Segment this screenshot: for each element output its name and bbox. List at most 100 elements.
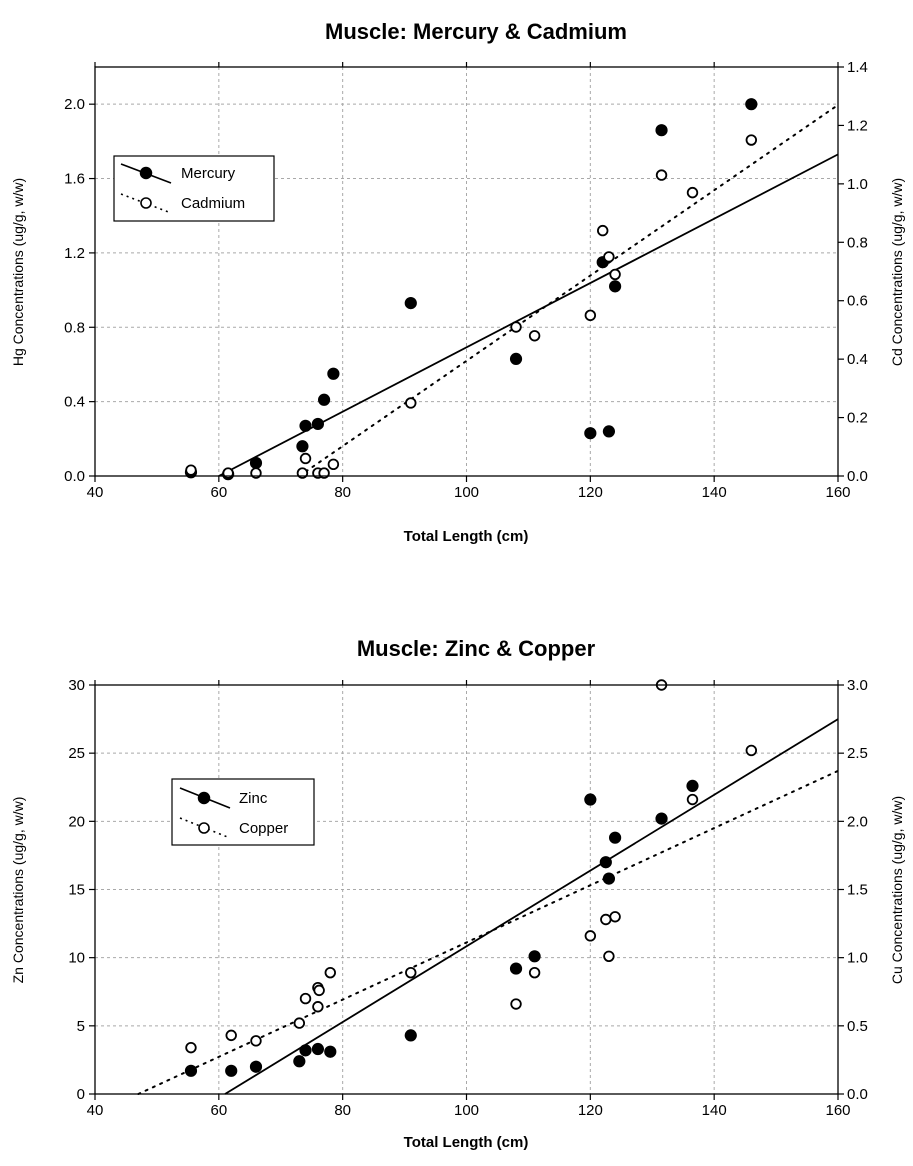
y-tick-label: 15 — [68, 882, 85, 899]
mercury-point — [317, 393, 331, 406]
mercury-point — [602, 425, 616, 438]
cadmium-trend-line — [298, 103, 839, 477]
legend-zinc-marker — [197, 791, 211, 805]
mercury-point — [249, 456, 263, 470]
zinc-point — [686, 779, 699, 792]
chart2-x-ticks: 40 60 80 100 120 140 160 — [87, 680, 851, 1119]
zinc-point — [293, 1055, 306, 1068]
x-tick-label: 160 — [825, 484, 850, 501]
zinc-point — [225, 1064, 238, 1077]
x-tick-label: 140 — [702, 484, 727, 501]
chart-zinc-copper: Muscle: Zinc & Copper 40 60 80 100 120 140 160… — [10, 636, 905, 1151]
zinc-point — [599, 856, 612, 869]
copper-point — [600, 913, 612, 926]
y2-tick-label: 2.5 — [847, 745, 868, 762]
y2-tick-label: 0.4 — [847, 351, 868, 368]
copper-point — [603, 950, 615, 963]
mercury-point — [327, 367, 340, 380]
copper-point — [225, 1029, 237, 1042]
y-tick-label: 1.6 — [64, 171, 85, 188]
y2-tick-label: 0.6 — [847, 293, 868, 310]
x-tick-label: 40 — [87, 1102, 104, 1119]
chart2-series — [137, 679, 839, 1095]
mercury-point — [311, 417, 324, 431]
cadmium-point — [299, 452, 312, 465]
zinc-point — [299, 1044, 312, 1057]
y2-tick-label: 1.4 — [847, 59, 868, 76]
chart2-y-ticks: 0 5 10 15 20 25 30 — [68, 677, 95, 1103]
y2-tick-label: 0.0 — [847, 468, 868, 485]
chart2-y2-ticks: 0.0 0.5 1.0 1.5 2.0 2.5 3.0 — [838, 677, 868, 1103]
cadmium-point — [655, 169, 668, 181]
y-tick-label: 20 — [68, 813, 85, 830]
y-tick-label: 0 — [77, 1086, 85, 1103]
mercury-point — [655, 124, 668, 137]
mercury-point — [608, 280, 622, 293]
chart1-x-ticks: 40 60 80 100 120 140 160 — [87, 62, 851, 501]
copper-point — [528, 966, 541, 979]
cadmium-point — [405, 397, 417, 409]
zinc-point — [584, 793, 597, 806]
legend-mercury-marker — [139, 166, 153, 180]
chart1-legend-box — [113, 155, 275, 222]
chart2-y-label: Zn Concentrations (ug/g, w/w) — [10, 797, 26, 984]
y2-tick-label: 1.5 — [847, 882, 868, 899]
x-tick-label: 60 — [210, 484, 227, 501]
zinc-point — [184, 1064, 198, 1077]
x-tick-label: 60 — [210, 1102, 227, 1119]
copper-point — [313, 984, 325, 997]
zinc-point — [311, 1042, 324, 1056]
copper-point — [185, 1041, 197, 1054]
zinc-trend-line — [224, 718, 839, 1095]
y2-tick-label: 0.5 — [847, 1018, 868, 1035]
copper-point — [250, 1035, 262, 1047]
y2-tick-label: 0.2 — [847, 410, 868, 427]
mercury-point — [584, 427, 597, 440]
legend-copper-marker — [198, 822, 210, 834]
legend-cadmium-marker — [140, 197, 152, 209]
chart1-series — [184, 98, 839, 481]
chart1-y2-label: Cd Concentrations (ug/g, w/w) — [889, 178, 905, 366]
zinc-point — [608, 831, 622, 844]
cadmium-point — [584, 309, 597, 322]
x-tick-label: 160 — [825, 1102, 850, 1119]
y-tick-label: 30 — [68, 677, 85, 694]
cadmium-point — [528, 330, 541, 342]
cadmium-point — [609, 268, 621, 281]
x-tick-label: 100 — [454, 1102, 479, 1119]
copper-point — [405, 966, 417, 979]
mercury-point — [509, 352, 523, 365]
zinc-point — [324, 1045, 337, 1058]
chart1-y-label: Hg Concentrations (ug/g, w/w) — [10, 178, 26, 366]
y2-tick-label: 1.2 — [847, 117, 868, 134]
chart2-title: Muscle: Zinc & Copper — [357, 636, 596, 661]
x-tick-label: 120 — [578, 1102, 603, 1119]
y2-tick-label: 0.0 — [847, 1086, 868, 1103]
copper-point — [510, 998, 522, 1010]
chart1-y-ticks: 0.0 0.4 0.8 1.2 1.6 2.0 — [64, 96, 95, 485]
x-tick-label: 80 — [334, 1102, 351, 1119]
copper-point — [324, 966, 336, 979]
chart2-x-label: Total Length (cm) — [404, 1134, 529, 1151]
mercury-trend-line — [218, 153, 839, 477]
legend-zinc-label: Zinc — [239, 790, 268, 807]
chart1-legend: Mercury Cadmium — [113, 155, 275, 222]
legend-cadmium-label: Cadmium — [181, 195, 245, 212]
cadmium-point — [327, 458, 340, 471]
cadmium-point — [686, 186, 699, 199]
mercury-point — [745, 98, 758, 111]
y2-tick-label: 3.0 — [847, 677, 868, 694]
zinc-point — [249, 1060, 263, 1073]
y-tick-label: 0.4 — [64, 394, 85, 411]
chart1-y2-ticks: 0.0 0.2 0.4 0.6 0.8 1.0 1.2 1.4 — [838, 59, 868, 485]
copper-point — [312, 1001, 324, 1013]
y-tick-label: 10 — [68, 950, 85, 967]
copper-point — [293, 1017, 306, 1029]
mercury-point — [296, 440, 309, 453]
y-tick-label: 1.2 — [64, 245, 85, 262]
zinc-point — [509, 962, 523, 975]
chart2-grid — [95, 685, 838, 1094]
x-tick-label: 40 — [87, 484, 104, 501]
y2-tick-label: 2.0 — [847, 813, 868, 830]
